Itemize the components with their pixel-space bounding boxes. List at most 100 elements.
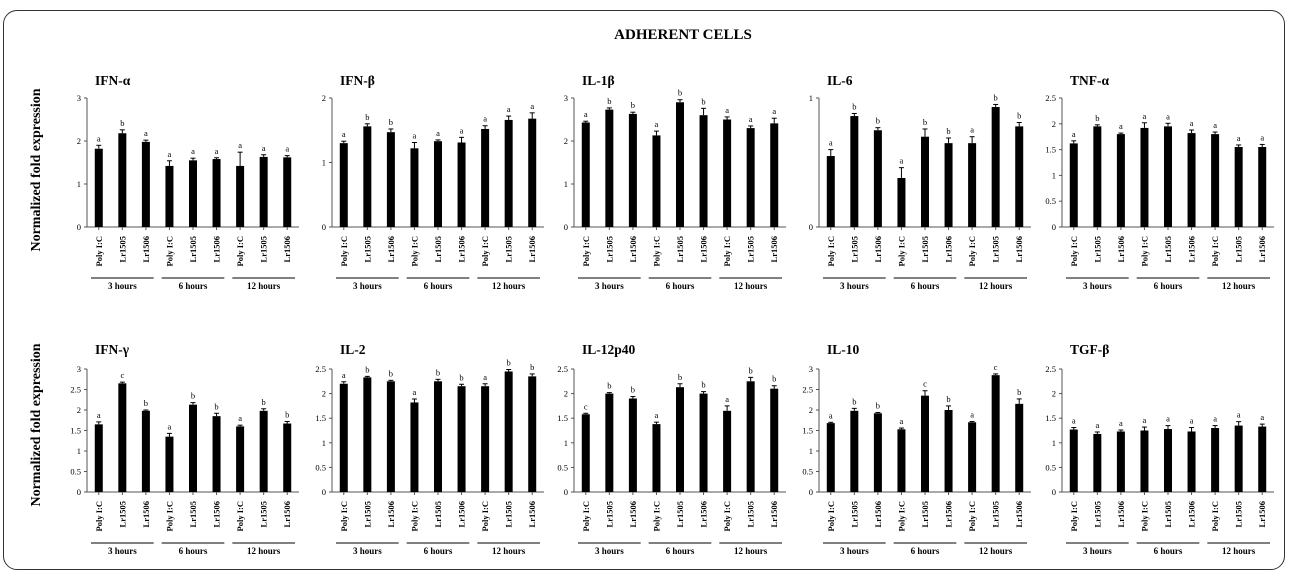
- y-tick-label: 2: [322, 389, 326, 399]
- y-tick-label: 0: [564, 487, 568, 497]
- category-label: Poly I:C: [826, 236, 836, 266]
- bar: [699, 393, 708, 492]
- group-label: 3 hours: [595, 281, 624, 291]
- y-tick-label: 1: [809, 446, 813, 456]
- y-axis-label-top: Normalized fold expression: [29, 88, 44, 251]
- category-label: Lr1506: [873, 236, 883, 262]
- significance-letter: a: [285, 144, 289, 154]
- significance-letter: a: [168, 149, 172, 159]
- bar: [873, 130, 882, 227]
- bar: [189, 160, 197, 227]
- bar: [826, 156, 835, 227]
- group-label: 12 hours: [734, 281, 768, 291]
- category-label: Lr1506: [1257, 236, 1267, 262]
- significance-letter: b: [191, 391, 195, 401]
- y-tick-label: 2.5: [315, 364, 326, 374]
- panel-title: IL-10: [827, 342, 860, 357]
- significance-letter: b: [607, 381, 611, 391]
- significance-letter: a: [772, 106, 776, 116]
- category-label: Poly I:C: [1139, 501, 1149, 531]
- category-label: Lr1505: [1234, 501, 1244, 527]
- category-label: Lr1505: [920, 236, 930, 262]
- category-label: Lr1506: [1014, 501, 1024, 527]
- category-label: Poly I:C: [164, 501, 174, 531]
- category-label: Lr1505: [362, 236, 372, 262]
- significance-letter: c: [584, 401, 588, 411]
- bar: [1140, 430, 1149, 492]
- category-label: Lr1506: [1014, 236, 1024, 262]
- chart-panel: IL-6 0 1 a Poly I:C b Lr1505 b Lr1506 a Poly I:C b L…: [809, 73, 1031, 291]
- bar: [699, 115, 708, 227]
- significance-letter: a: [238, 413, 242, 423]
- bar: [1069, 429, 1078, 492]
- significance-letter: b: [459, 372, 463, 382]
- bar: [1187, 431, 1196, 492]
- category-label: Poly I:C: [480, 236, 490, 266]
- y-tick-label: 2.5: [802, 385, 813, 395]
- category-label: Poly I:C: [826, 501, 836, 531]
- bar: [504, 119, 513, 227]
- bar: [897, 177, 906, 227]
- significance-letter: a: [436, 128, 440, 138]
- significance-letter: a: [970, 409, 974, 419]
- group-label: 12 hours: [1222, 546, 1256, 555]
- category-label: Lr1505: [1163, 501, 1173, 527]
- bar: [652, 135, 661, 227]
- group-label: 12 hours: [247, 546, 281, 555]
- category-label: Lr1506: [1116, 236, 1126, 262]
- category-label: Lr1505: [604, 501, 614, 527]
- bar: [1093, 126, 1102, 227]
- significance-letter: b: [876, 400, 880, 410]
- category-label: Poly I:C: [722, 236, 732, 266]
- y-tick-label: 0: [322, 222, 326, 232]
- category-label: Poly I:C: [94, 236, 104, 266]
- group-label: 3 hours: [840, 546, 869, 555]
- bar: [212, 159, 221, 227]
- significance-letter: b: [994, 92, 998, 102]
- chart-panel: TNF-α 0 0.5 1 1.5 2 2.5 a Poly I:C b Lr1505 a Lr1506…: [1045, 73, 1274, 291]
- category-label: Lr1506: [1187, 236, 1197, 262]
- y-tick-label: 1.5: [557, 413, 568, 423]
- significance-letter: a: [1072, 129, 1076, 139]
- y-tick-label: 2: [77, 136, 81, 146]
- category-label: Lr1506: [212, 236, 222, 262]
- y-tick-label: 1.5: [70, 426, 81, 436]
- group-label: 6 hours: [179, 281, 208, 291]
- significance-letter: a: [238, 140, 242, 150]
- bar: [528, 376, 537, 492]
- significance-letter: a: [1119, 418, 1123, 428]
- y-tick-label: 0.5: [1045, 196, 1056, 206]
- category-label: Lr1506: [1257, 501, 1267, 527]
- category-label: Lr1505: [504, 236, 514, 262]
- category-label: Lr1505: [746, 236, 756, 262]
- panel-title: IFN-γ: [95, 342, 130, 357]
- category-label: Lr1506: [944, 501, 954, 527]
- category-label: Lr1506: [628, 236, 638, 262]
- significance-letter: b: [701, 96, 705, 106]
- bar: [1164, 126, 1172, 227]
- group-label: 12 hours: [492, 281, 526, 291]
- category-label: Poly I:C: [164, 236, 174, 266]
- significance-letter: a: [829, 138, 833, 148]
- bar: [850, 116, 859, 227]
- significance-letter: a: [97, 133, 101, 143]
- significance-letter: a: [1237, 133, 1241, 143]
- y-tick-label: 2: [809, 405, 813, 415]
- group-label: 3 hours: [595, 546, 624, 555]
- significance-letter: a: [168, 421, 172, 431]
- group-label: 6 hours: [911, 281, 940, 291]
- y-tick-label: 2: [564, 389, 568, 399]
- bar: [1258, 426, 1267, 492]
- bar: [363, 126, 372, 227]
- significance-letter: a: [1213, 414, 1217, 424]
- category-label: Poly I:C: [967, 501, 977, 531]
- significance-letter: a: [483, 114, 487, 124]
- panel-title: IL-12p40: [582, 342, 636, 357]
- category-label: Lr1505: [920, 501, 930, 527]
- significance-letter: b: [1017, 387, 1021, 397]
- category-label: Lr1506: [386, 501, 396, 527]
- chart-panel: IL-10 0 0.5 1 1.5 2 2.5 3 a Poly I:C b Lr1505 b Lr150…: [802, 342, 1031, 555]
- category-label: Lr1506: [1116, 501, 1126, 527]
- significance-letter: b: [701, 380, 705, 390]
- group-label: 3 hours: [1083, 546, 1112, 555]
